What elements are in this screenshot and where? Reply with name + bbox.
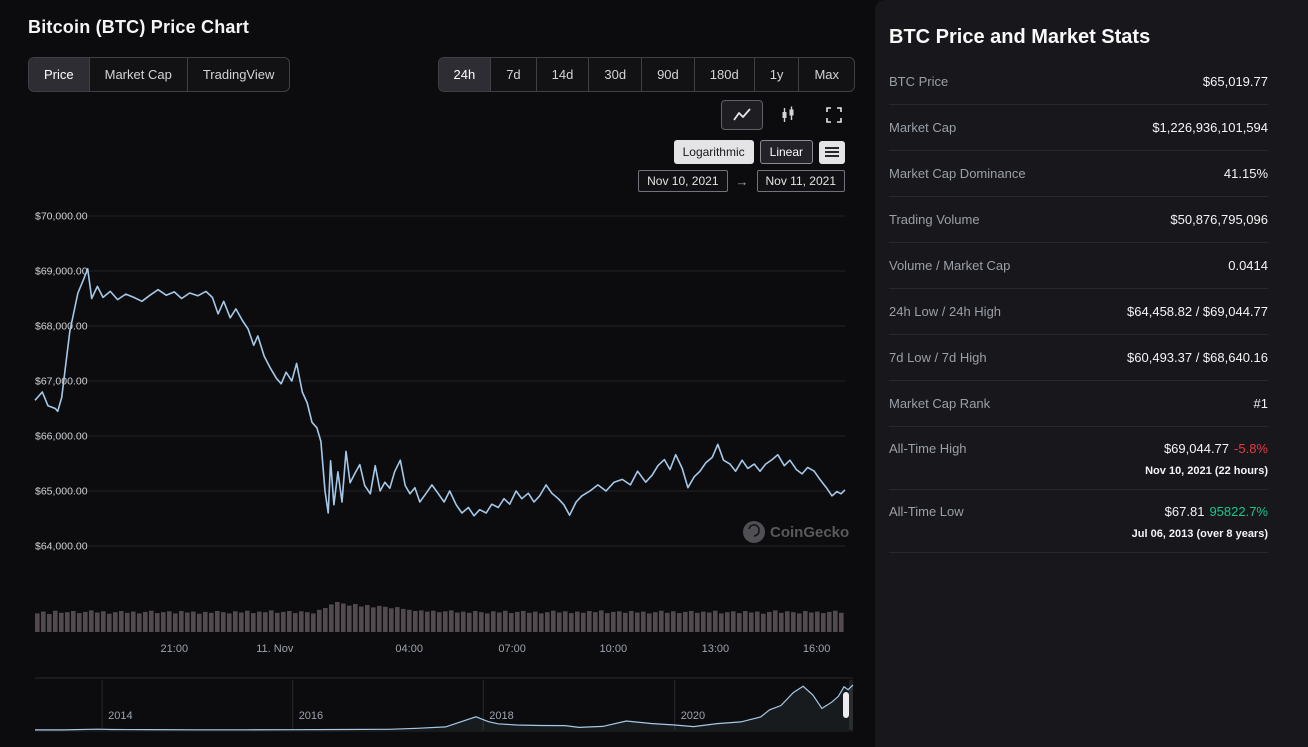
range-7d[interactable]: 7d <box>491 58 537 91</box>
date-to-input[interactable]: Nov 11, 2021 <box>756 170 845 192</box>
stat-row-market-cap-rank: Market Cap Rank #1 <box>889 381 1268 427</box>
arrow-right-icon: → <box>735 173 749 189</box>
stat-label: All-Time High <box>889 441 967 456</box>
svg-text:16:00: 16:00 <box>803 643 831 655</box>
stat-value: 41.15% <box>1223 166 1268 181</box>
range-14d[interactable]: 14d <box>537 58 590 91</box>
svg-text:2018: 2018 <box>489 710 513 722</box>
stats-title: BTC Price and Market Stats <box>889 26 1151 48</box>
linear-button[interactable]: Linear <box>759 140 813 164</box>
stat-label: BTC Price <box>889 74 949 89</box>
svg-text:$70,000.00: $70,000.00 <box>35 211 88 223</box>
coingecko-watermark: CoinGecko <box>743 521 849 543</box>
stat-value: $1,226,936,101,594 <box>1152 120 1268 135</box>
range-max[interactable]: Max <box>799 58 854 91</box>
page-title: Bitcoin (BTC) Price Chart <box>28 17 250 37</box>
stat-label: Market Cap Rank <box>889 396 991 411</box>
line-chart-icon <box>733 108 751 121</box>
price-chart[interactable]: $70,000.00 $69,000.00 $68,000.00 $67,000.00… <box>0 0 875 747</box>
scale-toggle: Logarithmic Linear <box>673 140 845 164</box>
date-range: Nov 10, 2021 → Nov 11, 2021 <box>638 170 845 192</box>
navigator-line <box>35 684 854 731</box>
stat-value: $65,019.77 <box>1202 74 1268 89</box>
navigator[interactable]: 2014 2016 2018 2020 <box>35 677 854 732</box>
ath-date: Nov 10, 2021 (22 hours) <box>1145 465 1268 477</box>
navigator-handle[interactable] <box>843 692 849 718</box>
range-30d[interactable]: 30d <box>589 58 643 91</box>
atl-change: 95822.7% <box>1209 504 1268 519</box>
stat-row-trading-volume: Trading Volume $50,876,795,096 <box>889 197 1268 243</box>
svg-text:21:00: 21:00 <box>161 643 189 655</box>
svg-text:13:00: 13:00 <box>702 643 730 655</box>
svg-text:04:00: 04:00 <box>395 643 423 655</box>
stat-row-7d-low-high: 7d Low / 7d High $60,493.37 / $68,640.16 <box>889 335 1268 381</box>
chart-type-tabs: Price Market Cap TradingView <box>28 57 291 92</box>
stat-label: Market Cap <box>889 120 957 135</box>
svg-text:2016: 2016 <box>299 710 323 722</box>
stat-label: All-Time Low <box>889 504 964 519</box>
stat-label: 7d Low / 7d High <box>889 350 987 365</box>
stat-value: #1 <box>1253 396 1268 411</box>
svg-text:$66,000.00: $66,000.00 <box>35 431 88 443</box>
fullscreen-button[interactable] <box>813 100 855 130</box>
stat-label: Volume / Market Cap <box>889 258 1011 273</box>
svg-text:$68,000.00: $68,000.00 <box>35 321 88 333</box>
svg-text:CoinGecko: CoinGecko <box>770 524 849 541</box>
date-from-input[interactable]: Nov 10, 2021 <box>638 170 728 192</box>
stat-label: Market Cap Dominance <box>889 166 1026 181</box>
hamburger-icon <box>825 147 839 157</box>
stat-value: $50,876,795,096 <box>1170 212 1268 227</box>
menu-button[interactable] <box>819 140 845 164</box>
stat-row-market-cap: Market Cap $1,226,936,101,594 <box>889 105 1268 151</box>
svg-text:11. Nov: 11. Nov <box>256 643 294 655</box>
tab-market-cap[interactable]: Market Cap <box>90 58 188 91</box>
price-line <box>34 267 846 517</box>
chart-panel: $70,000.00 $69,000.00 $68,000.00 $67,000.00… <box>0 0 875 747</box>
range-1y[interactable]: 1y <box>755 58 800 91</box>
stat-label: 24h Low / 24h High <box>889 304 1002 319</box>
market-stats-panel: BTC Price and Market Stats BTC Price $65… <box>875 0 1308 747</box>
x-axis-labels: 21:00 11. Nov 04:00 07:00 10:00 13:00 16:00 <box>161 643 831 655</box>
ath-change: -5.8% <box>1234 441 1268 456</box>
svg-text:2020: 2020 <box>681 710 705 722</box>
stat-row-volume-market-cap: Volume / Market Cap 0.0414 <box>889 243 1268 289</box>
candlestick-button[interactable] <box>767 100 809 130</box>
logarithmic-button[interactable]: Logarithmic <box>673 140 754 164</box>
stat-row-btc-price: BTC Price $65,019.77 <box>889 59 1268 105</box>
tab-price[interactable]: Price <box>29 58 90 91</box>
tab-tradingview[interactable]: TradingView <box>188 58 290 91</box>
stat-row-market-cap-dominance: Market Cap Dominance 41.15% <box>889 151 1268 197</box>
ath-value: $69,044.77 <box>1163 441 1230 456</box>
navigator-selection <box>849 680 853 730</box>
volume-bars <box>35 602 844 632</box>
range-selector: 24h 7d 14d 30d 90d 180d 1y Max <box>437 57 855 92</box>
line-chart-button[interactable] <box>721 100 763 130</box>
fullscreen-icon <box>826 107 842 123</box>
y-axis: $70,000.00 $69,000.00 $68,000.00 $67,000.00… <box>35 211 845 553</box>
range-90d[interactable]: 90d <box>642 58 695 91</box>
stat-label: Trading Volume <box>889 212 980 227</box>
svg-text:$67,000.00: $67,000.00 <box>35 376 88 388</box>
atl-value: $67.81 <box>1164 504 1205 519</box>
svg-text:$65,000.00: $65,000.00 <box>35 486 88 498</box>
stat-value: $64,458.82 / $69,044.77 <box>1127 304 1268 319</box>
stat-row-all-time-high: All-Time High $69,044.77 -5.8% Nov 10, 20… <box>889 427 1268 490</box>
svg-text:2014: 2014 <box>108 710 132 722</box>
stat-row-all-time-low: All-Time Low $67.81 95822.7% Jul 06, 2013… <box>889 490 1268 553</box>
range-24h[interactable]: 24h <box>438 58 492 91</box>
svg-text:10:00: 10:00 <box>600 643 628 655</box>
atl-date: Jul 06, 2013 (over 8 years) <box>1131 528 1268 540</box>
svg-text:$69,000.00: $69,000.00 <box>35 266 88 278</box>
svg-text:07:00: 07:00 <box>498 643 526 655</box>
svg-text:$64,000.00: $64,000.00 <box>35 541 88 553</box>
stat-value: 0.0414 <box>1228 258 1268 273</box>
stat-row-24h-low-high: 24h Low / 24h High $64,458.82 / $69,044.… <box>889 289 1268 335</box>
range-180d[interactable]: 180d <box>695 58 755 91</box>
candlestick-icon <box>782 106 794 122</box>
stat-value: $60,493.37 / $68,640.16 <box>1127 350 1268 365</box>
chart-tools <box>721 100 855 130</box>
